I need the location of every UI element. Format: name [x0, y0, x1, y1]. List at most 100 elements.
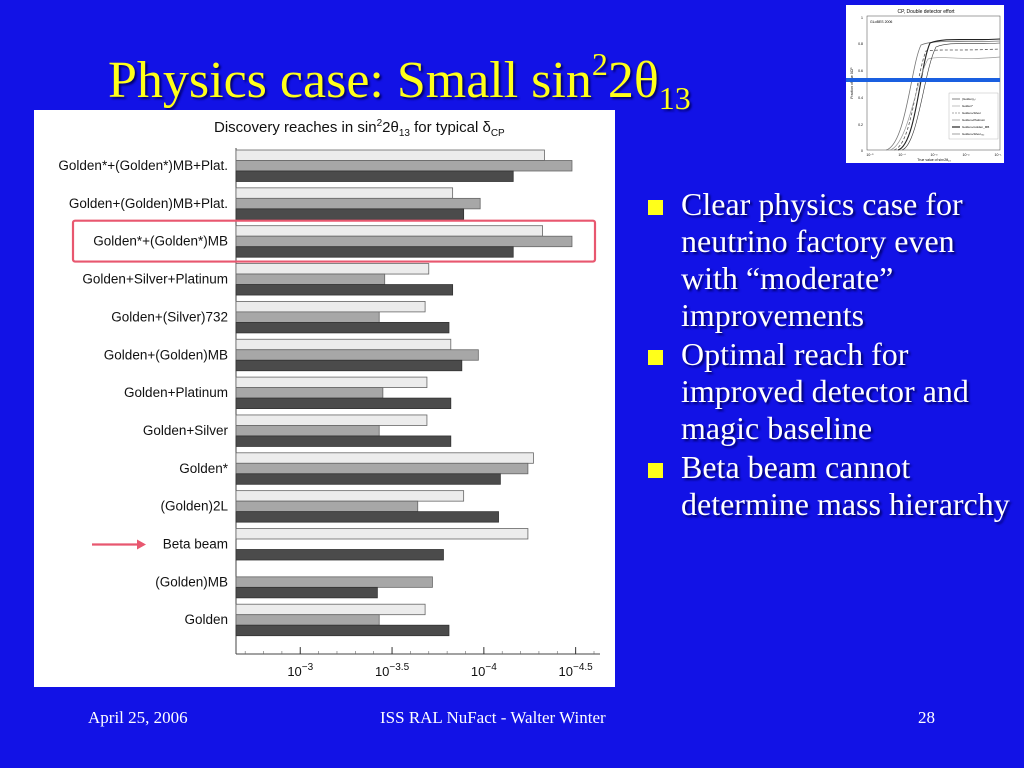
bar-mark [235, 603, 426, 616]
thumbnail-ytick: 0.2 [858, 123, 863, 127]
bar-mark [235, 528, 529, 540]
row-label: Golden+Silver+Platinum [82, 272, 228, 287]
thumbnail-curve [901, 42, 1001, 151]
bar-mark [235, 549, 444, 561]
bar-mark [235, 376, 428, 389]
bar-mark [235, 397, 452, 410]
row-label: Golden* [179, 461, 229, 476]
bar-mark [235, 170, 514, 182]
bar-mark [235, 349, 479, 361]
row-label: Golden+Silver [143, 423, 229, 438]
row-label: Golden*+(Golden*)MB [93, 234, 228, 249]
thumbnail-ytick: 0.8 [858, 42, 863, 46]
bar-mark [235, 187, 454, 199]
thumbnail-ytick: 0.6 [858, 69, 863, 73]
bar-mark [235, 208, 465, 220]
bar-mark [235, 500, 419, 513]
thumbnail-xtick: 10⁻⁵ [866, 153, 874, 157]
row-label: Golden+Platinum [124, 385, 228, 400]
bar-mark [235, 300, 426, 313]
thumbnail-curve [889, 56, 1001, 151]
row-label: Golden+(Silver)732 [111, 309, 228, 324]
discovery-reach-chart: Discovery reaches in sin22θ13 for typica… [34, 110, 615, 687]
thumbnail-ytick: 0 [861, 149, 863, 153]
bar-mark [235, 284, 454, 296]
bar-mark [235, 359, 463, 372]
thumbnail-figure: CP, Double detector effort GLoBES 2006 F… [846, 5, 1004, 163]
row-label: Golden [184, 612, 228, 627]
bullet-item: Beta beam cannot determine mass hierarch… [644, 449, 1014, 523]
footer-date: April 25, 2006 [88, 708, 188, 727]
thumbnail-frame [866, 15, 1001, 151]
page-number: 28 [918, 708, 935, 727]
thumbnail-inset-label: GLoBES 2006 [870, 20, 892, 24]
bar-mark [235, 160, 573, 172]
bar-mark [235, 490, 465, 502]
bar-mark [235, 435, 452, 447]
footer-title: ISS RAL NuFact - Walter Winter [380, 708, 606, 727]
bar-mark [235, 387, 384, 399]
thumbnail-highlight-line [846, 78, 1000, 82]
bar-mark [235, 511, 499, 523]
thumbnail-title: CP, Double detector effort [897, 9, 955, 15]
bar-mark [235, 321, 450, 334]
thumbnail-xlabel: True value of sin²2θ₁₃ [917, 158, 951, 162]
thumbnail-ytick: 0.4 [858, 96, 863, 100]
thumbnail-xtick: 10⁻² [963, 153, 971, 157]
bullet-square-icon [648, 463, 663, 478]
thumbnail-xtick: 10⁻¹ [995, 153, 1003, 157]
bullet-list: Clear physics case for neutrino factory … [644, 186, 1014, 525]
x-tick-label: 10−3.5 [375, 662, 410, 679]
bar-mark [235, 586, 378, 599]
bar-chart: Discovery reaches in sin22θ13 for typica… [58, 118, 600, 679]
bullet-item: Optimal reach for improved detector and … [644, 336, 1014, 447]
x-tick-label: 10−4.5 [559, 662, 594, 679]
bar-mark [235, 452, 534, 464]
row-label: Golden+(Golden)MB [104, 347, 228, 362]
bar-mark [235, 149, 545, 161]
thumbnail-curve [885, 40, 1001, 151]
thumbnail-legend [948, 92, 999, 140]
bar-mark [235, 197, 481, 210]
bar-mark [235, 473, 501, 485]
bar-mark [235, 246, 514, 258]
bar-mark [235, 425, 380, 437]
bar-mark [235, 225, 543, 237]
beta-beam-arrowhead [137, 539, 146, 550]
thumbnail-curve [897, 38, 1001, 151]
thumbnail-legend-entry: Golden* [962, 104, 974, 108]
bar-mark [235, 462, 529, 475]
highlight-box [71, 219, 597, 263]
bullet-item: Clear physics case for neutrino factory … [644, 186, 1014, 334]
bullet-square-icon [648, 350, 663, 365]
row-label: Beta beam [163, 537, 228, 552]
thumbnail-xtick: 10⁻³ [931, 153, 939, 157]
bullet-square-icon [648, 200, 663, 215]
x-tick-label: 10−4 [471, 662, 497, 679]
x-tick-label: 10−3 [287, 662, 313, 679]
thumbnail-legend-entry: (Golden)₂ₗ [962, 97, 976, 101]
thumbnail-legend-entry: Golden+Silver [962, 111, 981, 115]
thumbnail-curve [893, 48, 1001, 151]
bar-mark [235, 273, 386, 285]
chart-title: Discovery reaches in sin22θ13 for typica… [214, 118, 505, 139]
bar-mark [235, 263, 430, 275]
bar-mark [235, 624, 450, 637]
bar-mark [235, 235, 573, 248]
thumbnail-ytick: 1 [861, 16, 863, 20]
bar-mark [235, 414, 428, 426]
thumbnail-ylabel: Fraction of true δCP [850, 67, 854, 99]
row-label: Golden+(Golden)MB+Plat. [69, 196, 228, 211]
bar-mark [235, 576, 433, 588]
row-label: (Golden)2L [160, 499, 228, 514]
row-label: Golden*+(Golden*)MB+Plat. [58, 158, 228, 173]
bar-mark [235, 311, 380, 323]
thumbnail-xtick: 10⁻⁴ [898, 153, 906, 157]
slide-title: Physics case: Small sin22θ13 [108, 46, 691, 116]
thumbnail-legend-entry: Golden+Platinum [962, 118, 986, 122]
bar-mark [235, 614, 380, 626]
thumbnail-plot: CP, Double detector effort GLoBES 2006 F… [846, 9, 1003, 162]
bar-mark [235, 338, 452, 351]
thumbnail-legend-entry: Golden+Golden_MB [962, 125, 989, 129]
thumbnail-legend-entry: Golden+Silver₇₃₂ [962, 132, 985, 136]
